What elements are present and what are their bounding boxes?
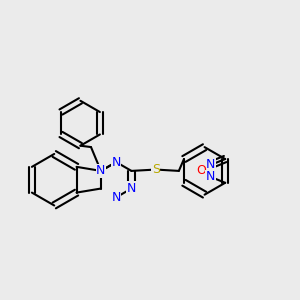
Text: N: N	[127, 182, 136, 195]
Text: N: N	[206, 170, 215, 183]
Text: N: N	[206, 158, 215, 172]
Text: S: S	[152, 163, 160, 176]
Text: N: N	[112, 191, 121, 204]
Text: O: O	[196, 164, 206, 177]
Text: N: N	[96, 164, 106, 177]
Text: N: N	[112, 156, 121, 169]
